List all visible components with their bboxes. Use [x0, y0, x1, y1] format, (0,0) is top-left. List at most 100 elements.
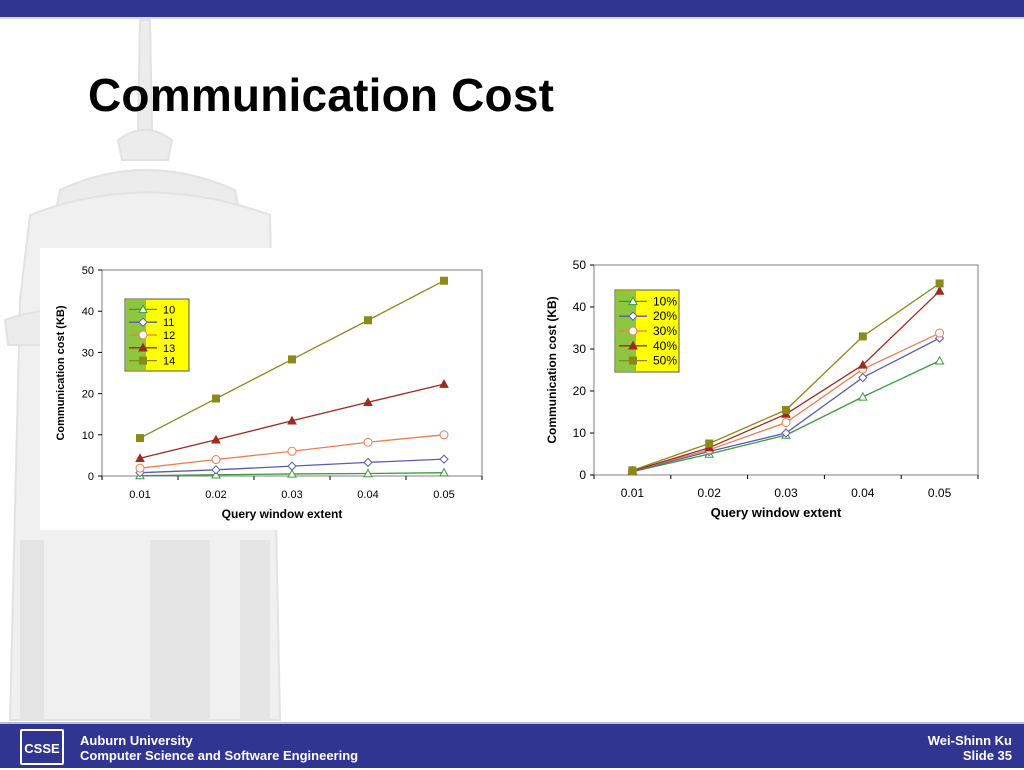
logo-text: CSSE	[24, 741, 60, 756]
footer-bar	[0, 724, 1024, 768]
data-point	[211, 465, 221, 475]
x-axis-title: Query window extent	[711, 505, 842, 520]
legend-label: 30%	[653, 324, 677, 338]
chart-left: 0 10 20 30 40 50 0.01 0.02 0.03 0.04 0.05 Query win…	[40, 248, 500, 530]
footer-author: Wei-Shinn Ku	[927, 733, 1012, 748]
data-point	[288, 355, 296, 364]
data-point	[439, 467, 449, 477]
legend-marker	[139, 356, 147, 365]
x-tick-label: 0.05	[433, 489, 454, 501]
data-point	[287, 461, 297, 471]
x-tick-label: 0.03	[281, 489, 302, 501]
x-tick-label: 0.04	[357, 489, 378, 501]
x-axis-title: Query window extent	[222, 507, 343, 521]
series-4	[628, 279, 944, 475]
footer-institution-block: Auburn University Computer Science and S…	[80, 733, 358, 763]
y-tick-label: 50	[82, 265, 94, 277]
legend-label: 14	[163, 356, 175, 368]
y-tick-label: 50	[573, 258, 587, 272]
y-tick-label: 0	[88, 471, 94, 483]
slide-number: Slide 35	[962, 748, 1012, 763]
data-point	[934, 355, 945, 365]
footer-divider	[0, 722, 1024, 724]
data-point	[211, 455, 221, 465]
data-point	[705, 439, 714, 448]
series-2	[135, 430, 449, 473]
x-tick-label: 0.01	[621, 486, 645, 500]
legend-marker	[628, 296, 638, 306]
header-bar	[0, 0, 1024, 17]
data-point	[287, 415, 297, 425]
data-point	[781, 418, 791, 427]
y-tick-label: 20	[82, 389, 94, 401]
data-point	[935, 279, 944, 288]
x-tick-label: 0.05	[928, 486, 952, 500]
y-tick-label: 30	[573, 342, 587, 356]
data-point	[440, 276, 448, 285]
legend-label: 20%	[653, 309, 677, 323]
legend-label: 10	[163, 304, 175, 316]
csse-logo: CSSE	[20, 729, 64, 765]
data-point	[934, 286, 945, 295]
data-point	[858, 372, 868, 383]
data-point	[439, 379, 449, 388]
data-point	[782, 405, 790, 414]
x-tick-label: 0.01	[129, 489, 150, 501]
legend-marker	[138, 304, 148, 314]
data-point	[363, 397, 373, 406]
data-point	[363, 457, 373, 468]
chart-right: 0 10 20 30 40 50 0.01 0.02 0.03 0.04 0.05 Query win…	[528, 248, 988, 530]
legend: 10%20%30%40%50%	[614, 289, 680, 373]
data-point	[439, 430, 449, 440]
footer-department: Computer Science and Software Engineerin…	[80, 748, 359, 763]
legend-marker	[138, 317, 148, 327]
csse-logo-icon: CSSE	[22, 731, 62, 763]
data-point	[135, 453, 145, 462]
data-point	[136, 434, 144, 443]
legend-label: 12	[163, 330, 175, 342]
series-3	[135, 379, 449, 462]
legend-marker	[628, 340, 638, 350]
data-point	[364, 316, 372, 325]
data-point	[781, 428, 791, 438]
legend-marker	[138, 342, 148, 352]
legend-label: 50%	[653, 354, 677, 368]
slide-title: Communication Cost	[88, 69, 555, 121]
footer-author-block: Wei-Shinn Ku Slide 35	[928, 733, 1012, 763]
series-1	[135, 454, 449, 478]
y-tick-label: 20	[573, 384, 587, 398]
data-point	[439, 454, 449, 464]
series-4	[136, 276, 448, 443]
footer-institution: Auburn University	[80, 733, 193, 748]
data-point	[363, 468, 373, 478]
x-tick-label: 0.02	[698, 486, 722, 500]
data-point	[858, 332, 867, 341]
y-tick-label: 10	[573, 426, 587, 440]
y-tick-label: 40	[82, 306, 94, 318]
data-point	[628, 466, 637, 475]
y-tick-label: 30	[82, 347, 94, 359]
y-axis-title: Communication cost (KB)	[545, 296, 559, 443]
legend-label: 11	[163, 317, 174, 329]
legend-label: 13	[163, 343, 175, 355]
data-point	[287, 468, 297, 478]
data-point	[363, 437, 373, 447]
data-point	[211, 434, 221, 444]
y-tick-label: 40	[573, 300, 587, 314]
legend-marker	[628, 326, 638, 336]
data-point	[857, 391, 868, 401]
chart-right-plot: 0 10 20 30 40 50 0.01 0.02 0.03 0.04 0.05 Query win…	[545, 258, 979, 520]
y-tick-label: 10	[82, 430, 94, 442]
data-point	[857, 359, 868, 369]
x-tick-label: 0.04	[851, 486, 875, 500]
legend-marker	[628, 311, 638, 321]
legend-label: 10%	[653, 294, 677, 308]
x-tick-label: 0.03	[774, 486, 798, 500]
legend-label: 40%	[653, 339, 677, 353]
header-divider	[0, 17, 1024, 19]
data-point	[212, 394, 220, 403]
y-tick-label: 0	[579, 468, 586, 482]
x-tick-label: 0.02	[205, 489, 226, 501]
data-point	[287, 446, 297, 456]
